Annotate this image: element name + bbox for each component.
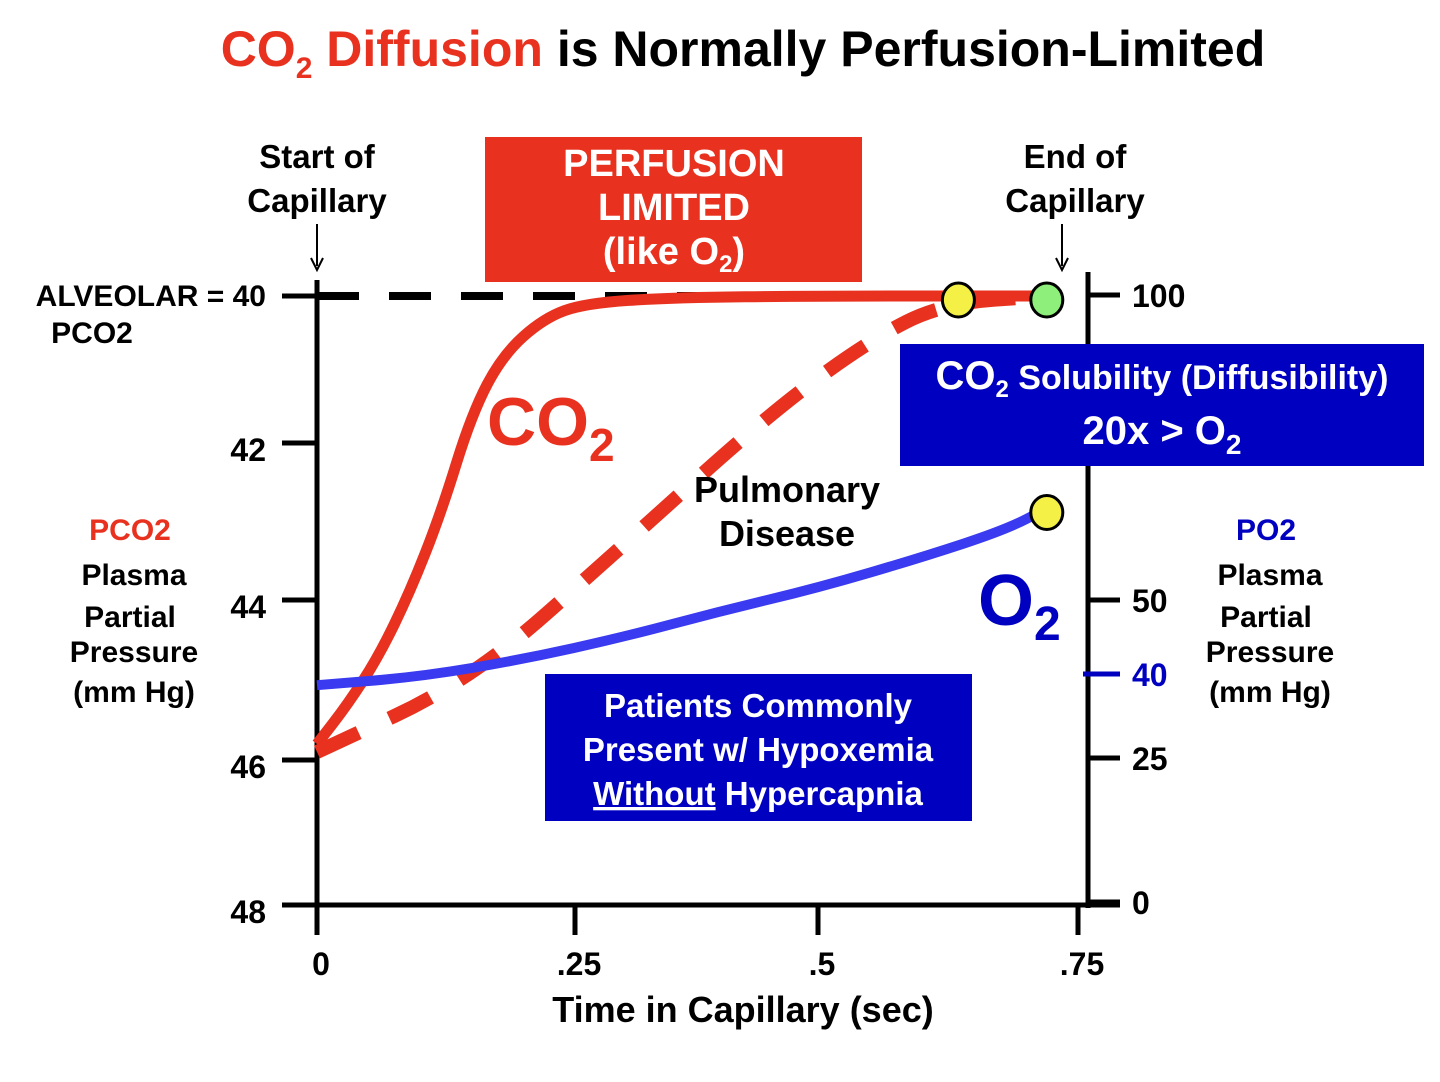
perfusion-label-2: LIMITED bbox=[598, 187, 750, 229]
right-axis-label-2: Plasma bbox=[1217, 559, 1322, 592]
alveolar-label: ALVEOLAR = 40 bbox=[36, 280, 266, 313]
end-capillary-label-2: Capillary bbox=[1005, 182, 1145, 219]
right-tick-label: 40 bbox=[1132, 657, 1168, 693]
end-capillary-label-1: End of bbox=[1024, 138, 1128, 175]
data-marker bbox=[1029, 494, 1065, 531]
disease-label-1: Pulmonary bbox=[694, 469, 880, 510]
data-marker bbox=[1029, 281, 1065, 319]
left-axis-label-5: (mm Hg) bbox=[73, 676, 195, 709]
right-tick-label: 100 bbox=[1132, 278, 1185, 314]
right-axis-title: PO2 bbox=[1236, 514, 1296, 547]
patients-label-1: Patients Commonly bbox=[604, 687, 913, 724]
left-tick-label: 46 bbox=[230, 749, 266, 785]
perfusion-label-3: (like O2) bbox=[603, 231, 745, 278]
perfusion-limited-box bbox=[485, 137, 862, 282]
right-tick-label: 0 bbox=[1132, 885, 1150, 921]
right-tick-label: 25 bbox=[1132, 741, 1168, 777]
left-axis-title: PCO2 bbox=[89, 514, 171, 547]
start-arrow-icon bbox=[310, 224, 324, 273]
solubility-box bbox=[900, 344, 1424, 466]
o2-series-label: O2 bbox=[978, 561, 1061, 651]
x-tick-label: 0 bbox=[312, 946, 330, 982]
o2-series bbox=[316, 504, 1050, 691]
co2-series-label: CO2 bbox=[487, 384, 615, 471]
patients-label-2: Present w/ Hypoxemia bbox=[583, 731, 934, 768]
x-tick-label: .5 bbox=[809, 946, 836, 982]
alveolar-pco2-label: PCO2 bbox=[51, 317, 133, 350]
right-axis-label-4: Pressure bbox=[1206, 636, 1334, 669]
right-axis-label-3: Partial bbox=[1220, 601, 1312, 634]
patients-box bbox=[545, 674, 972, 821]
right-tick-label: 50 bbox=[1132, 583, 1168, 619]
disease-label-2: Disease bbox=[719, 513, 855, 554]
solubility-label-1: CO2 Solubility (Diffusibility) bbox=[935, 354, 1388, 403]
right-axis-label-5: (mm Hg) bbox=[1209, 676, 1331, 709]
end-arrow-icon bbox=[1055, 224, 1069, 273]
x-axis-title: Time in Capillary (sec) bbox=[552, 989, 933, 1030]
solubility-label-2: 20x > O2 bbox=[1082, 409, 1241, 460]
data-marker bbox=[940, 281, 976, 319]
patients-label-3: Without Hypercapnia bbox=[593, 775, 923, 812]
left-tick-label: 48 bbox=[230, 894, 266, 930]
left-tick-label: 44 bbox=[230, 589, 266, 625]
x-tick-label: .25 bbox=[557, 946, 601, 982]
left-tick-label: 42 bbox=[230, 432, 266, 468]
left-axis-label-2: Plasma bbox=[81, 559, 186, 592]
chart-title: CO2 Diffusion is Normally Perfusion-Limi… bbox=[221, 21, 1266, 85]
x-tick-label: .75 bbox=[1060, 946, 1104, 982]
left-axis-label-3: Partial bbox=[84, 601, 176, 634]
start-capillary-label-1: Start of bbox=[259, 138, 376, 175]
start-capillary-label-2: Capillary bbox=[247, 182, 387, 219]
co2-disease-series bbox=[314, 289, 1048, 759]
perfusion-label-1: PERFUSION bbox=[563, 143, 785, 185]
left-axis-label-4: Pressure bbox=[70, 636, 198, 669]
